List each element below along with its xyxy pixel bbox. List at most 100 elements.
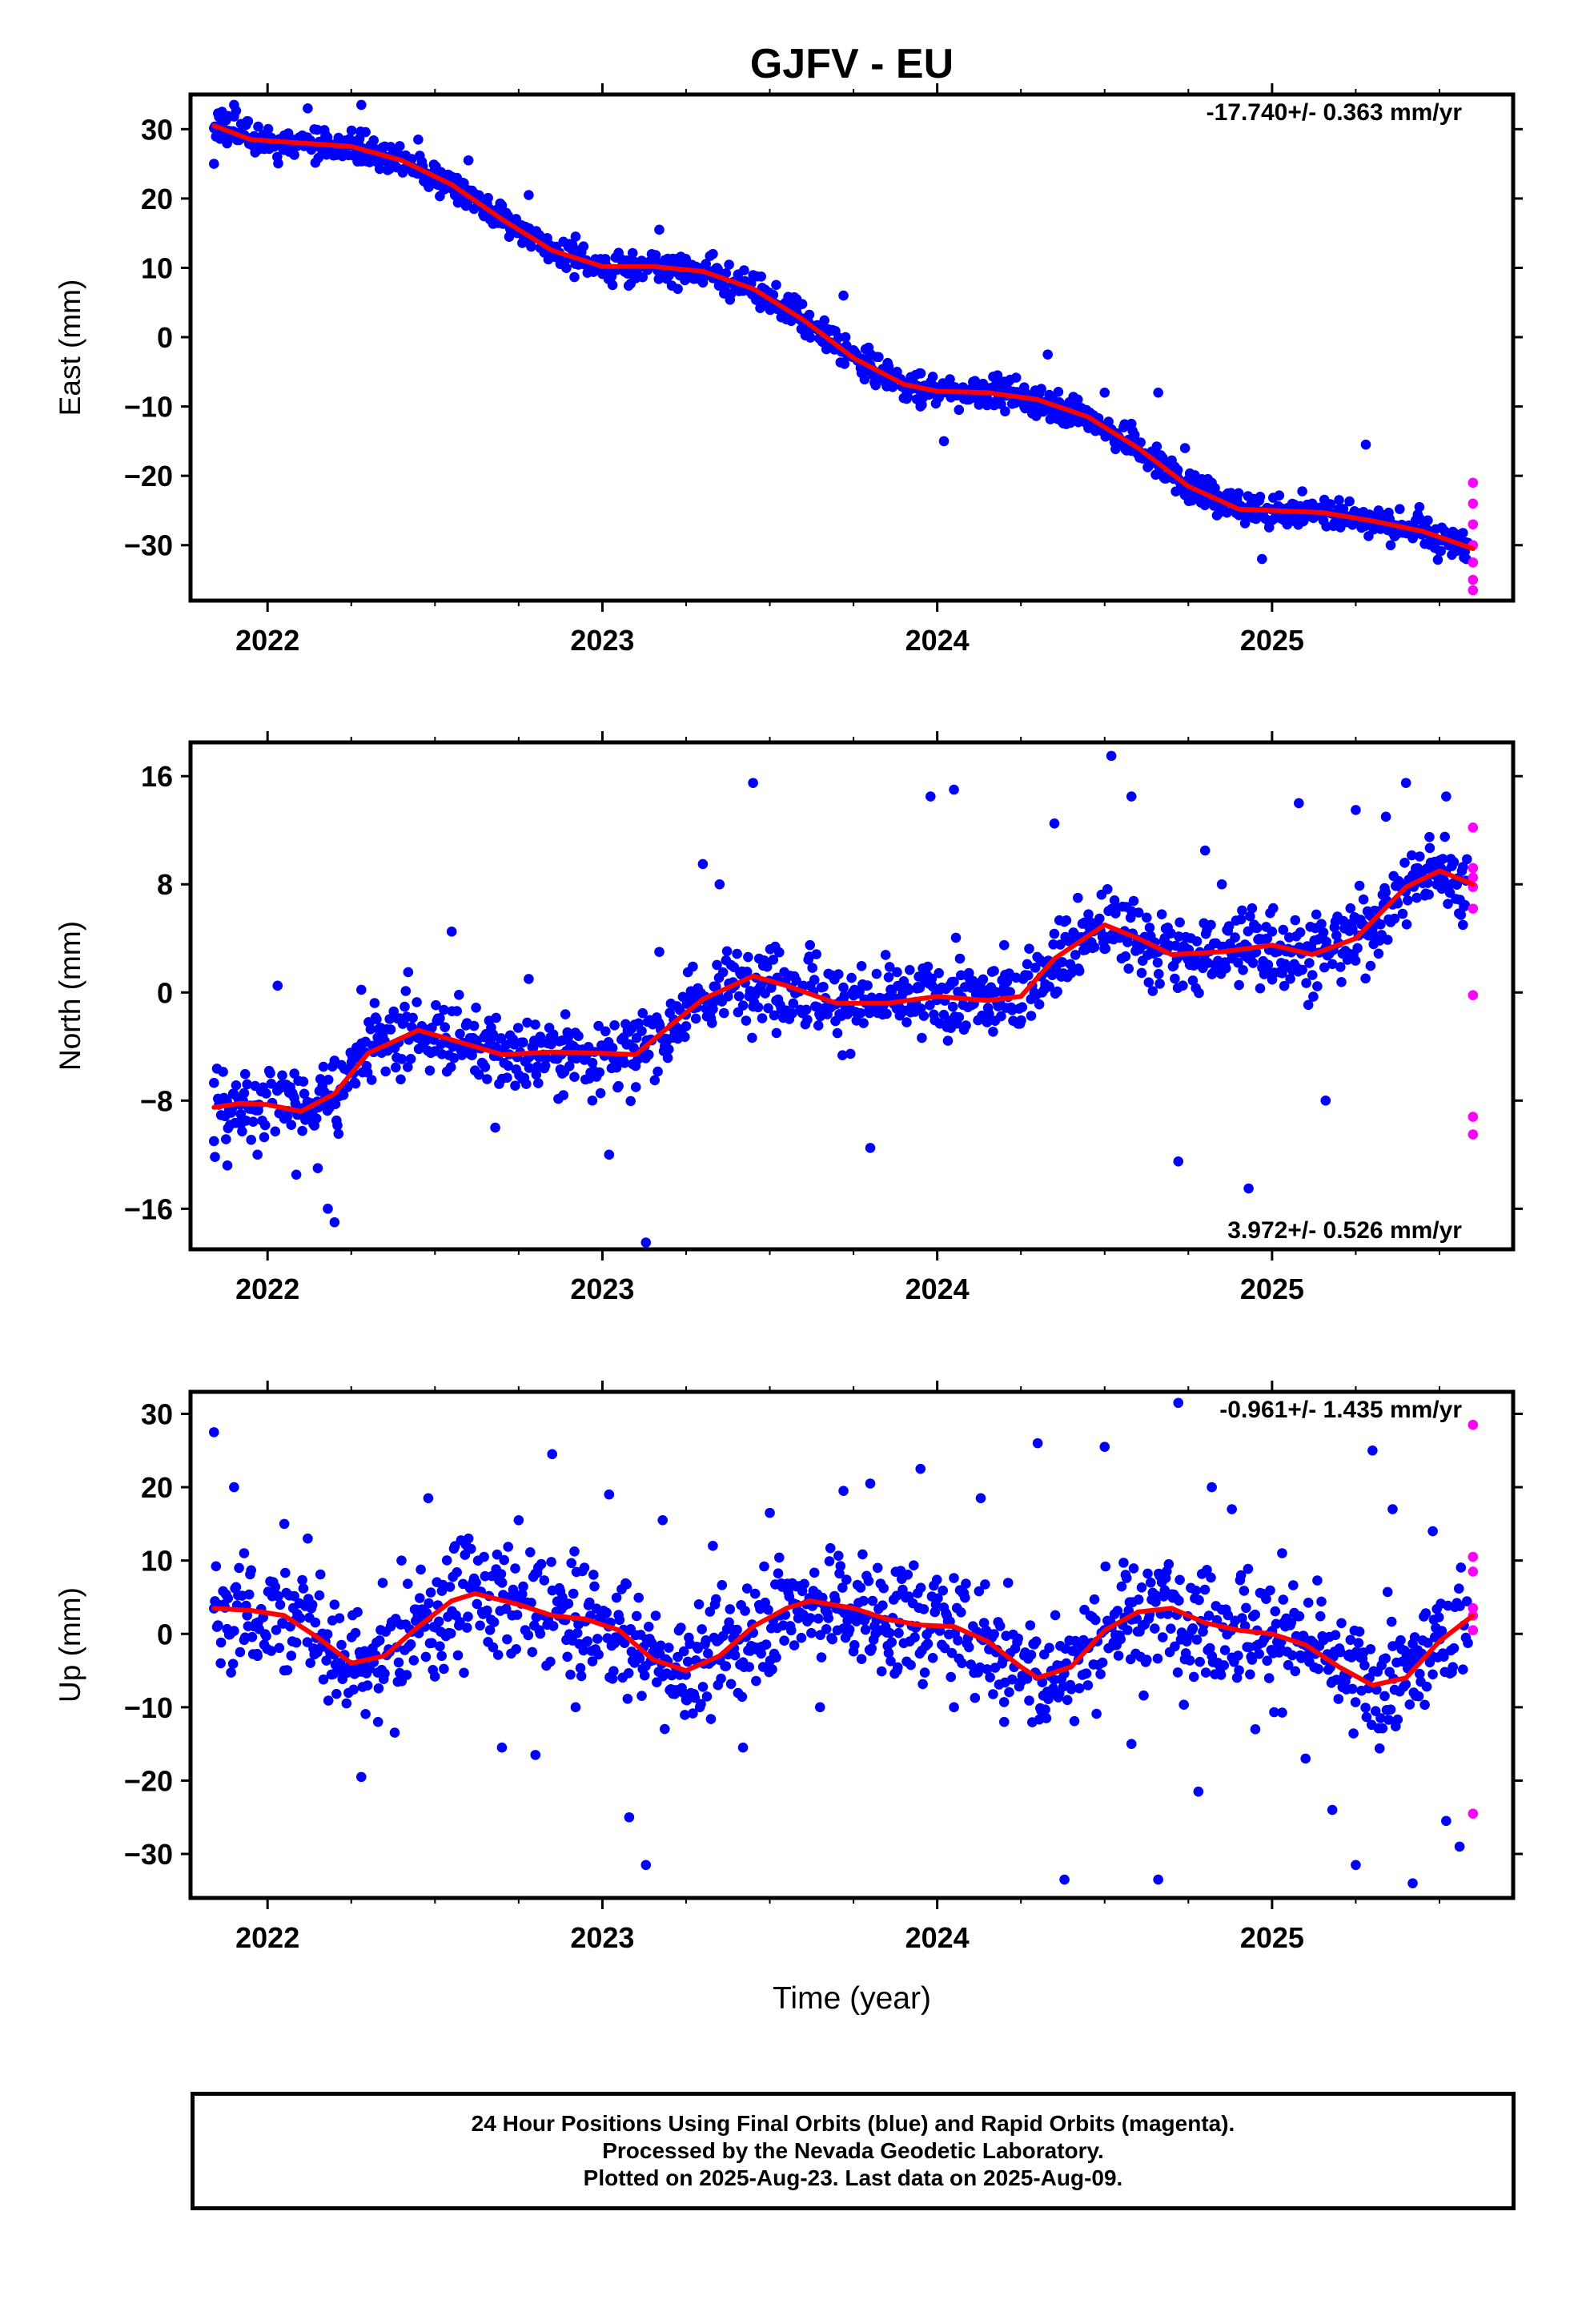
final-orbit-point	[964, 1642, 974, 1653]
final-orbit-point	[510, 1080, 520, 1091]
final-orbit-point	[1380, 887, 1391, 898]
final-orbit-point	[1206, 919, 1216, 931]
final-orbit-point	[859, 374, 870, 385]
final-orbit-point	[1251, 923, 1263, 933]
final-orbit-point	[883, 1647, 894, 1659]
final-orbit-point	[329, 148, 340, 159]
final-orbit-point	[1359, 1660, 1370, 1671]
final-orbit-point	[502, 1634, 512, 1645]
final-orbit-point	[334, 1613, 345, 1623]
final-orbit-point	[1313, 1663, 1323, 1675]
final-orbit-point	[435, 1641, 445, 1651]
final-orbit-point	[362, 1067, 373, 1078]
final-orbit-point	[1423, 1638, 1433, 1648]
final-orbit-point	[259, 1132, 270, 1143]
final-orbit-point	[295, 1613, 306, 1623]
final-orbit-point	[975, 1493, 986, 1504]
final-orbit-point	[919, 1667, 930, 1678]
final-orbit-point	[809, 1567, 820, 1578]
final-orbit-point	[425, 1587, 436, 1598]
final-orbit-point	[362, 1680, 373, 1691]
final-orbit-point	[338, 1090, 349, 1100]
final-orbit-point	[1255, 492, 1266, 502]
final-orbit-point	[569, 271, 580, 283]
final-orbit-point	[291, 1637, 302, 1648]
final-orbit-point	[732, 1624, 742, 1635]
final-orbit-point	[805, 1613, 816, 1623]
final-orbit-point	[732, 948, 742, 959]
final-orbit-point	[1243, 1183, 1254, 1194]
final-orbit-point	[1387, 1504, 1398, 1514]
final-orbit-point	[1245, 1669, 1255, 1680]
final-orbit-point	[305, 1658, 316, 1668]
final-orbit-point	[512, 1610, 523, 1620]
final-orbit-point	[814, 1702, 825, 1713]
final-orbit-point	[1073, 892, 1083, 903]
final-orbit-point	[1297, 486, 1307, 497]
x-tick-label: 2025	[1240, 1921, 1304, 1954]
final-orbit-point	[717, 967, 729, 978]
final-orbit-point	[931, 1574, 942, 1585]
final-orbit-point	[998, 1697, 1010, 1707]
final-orbit-point	[1373, 948, 1384, 959]
final-orbit-point	[318, 1674, 329, 1685]
final-orbit-point	[1333, 1694, 1344, 1704]
final-orbit-point	[1360, 521, 1371, 531]
final-orbit-point	[408, 1012, 418, 1023]
final-orbit-point	[982, 1017, 993, 1027]
rapid-orbit-point	[1468, 1566, 1479, 1577]
final-orbit-point	[445, 1628, 456, 1638]
final-orbit-point	[439, 1663, 449, 1675]
final-orbit-point	[1456, 910, 1467, 920]
final-orbit-point	[1457, 919, 1468, 931]
final-orbit-point	[369, 998, 380, 1008]
final-orbit-point	[833, 969, 844, 979]
final-orbit-point	[1044, 981, 1054, 992]
final-orbit-point	[887, 382, 898, 392]
final-orbit-point	[1301, 978, 1311, 988]
final-orbit-point	[1237, 905, 1247, 916]
final-orbit-point	[565, 1669, 576, 1680]
final-orbit-point	[844, 1624, 855, 1635]
final-orbit-point	[858, 1595, 869, 1606]
final-orbit-point	[524, 1063, 535, 1073]
final-orbit-point	[909, 1560, 919, 1570]
final-orbit-point	[463, 155, 474, 166]
rapid-orbit-point	[1468, 1625, 1479, 1635]
final-orbit-point	[988, 1689, 998, 1699]
final-orbit-point	[468, 1020, 480, 1031]
final-orbit-point	[1379, 1691, 1390, 1702]
final-orbit-point	[676, 1622, 686, 1633]
final-orbit-point	[1255, 983, 1266, 994]
final-orbit-point	[471, 1003, 481, 1013]
final-orbit-point	[1454, 1583, 1464, 1594]
final-orbit-point	[433, 1616, 444, 1627]
final-orbit-point	[1380, 811, 1391, 822]
final-orbit-point	[412, 997, 422, 1007]
final-orbit-point	[526, 1598, 536, 1608]
final-orbit-point	[252, 1149, 263, 1160]
final-orbit-point	[607, 1674, 618, 1684]
final-orbit-point	[806, 1627, 817, 1638]
final-orbit-point	[942, 1035, 954, 1046]
final-orbit-point	[530, 1750, 541, 1760]
final-orbit-point	[856, 1654, 867, 1664]
final-orbit-point	[323, 1204, 333, 1214]
final-orbit-point	[545, 1656, 556, 1667]
final-orbit-point	[761, 1639, 772, 1650]
final-orbit-point	[573, 1031, 584, 1041]
final-orbit-point	[247, 1631, 258, 1642]
final-orbit-point	[630, 1082, 641, 1092]
final-orbit-point	[621, 1579, 632, 1590]
final-orbit-point	[525, 1547, 536, 1558]
final-orbit-point	[773, 1568, 784, 1578]
final-orbit-point	[1334, 495, 1344, 505]
final-orbit-point	[1095, 1669, 1106, 1679]
final-orbit-point	[503, 1060, 513, 1072]
final-orbit-point	[733, 991, 745, 1002]
final-orbit-point	[1441, 1815, 1452, 1827]
final-orbit-point	[807, 963, 817, 973]
final-orbit-point	[578, 1645, 589, 1656]
final-orbit-point	[1350, 955, 1361, 966]
final-orbit-point	[600, 1026, 611, 1037]
